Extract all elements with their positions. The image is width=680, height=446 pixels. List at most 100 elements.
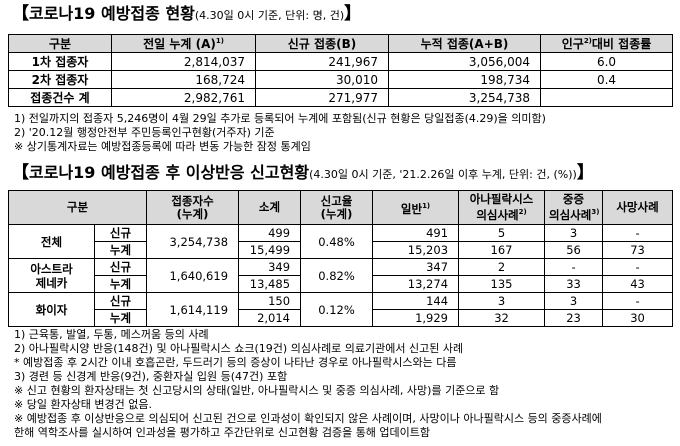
cell-serious: - xyxy=(544,258,604,276)
table-row: 화이자 신규 1,614,119 150 0.12% 144 3 3 - xyxy=(8,292,674,327)
note-line: ※ 신고 현황의 환자상태는 첫 신고당시의 상태(일반, 아나필락시스 및 중… xyxy=(14,384,500,397)
row-type: 신규 xyxy=(93,258,148,276)
row-type: 신규 xyxy=(93,224,148,242)
header-category: 구분 xyxy=(8,34,112,53)
table-header-row: 구분 접종자수 (누계) 소계 신고율 (누계) 일반1) 아나필락시스 의심사례2)… xyxy=(7,190,674,225)
header-report-rate: 신고율 (누계) xyxy=(300,190,374,225)
note-line: 1) 근육통, 발열, 두통, 메스꺼움 등의 사례 xyxy=(14,328,209,341)
row-type: 누계 xyxy=(93,275,148,293)
cell-serious: 56 xyxy=(544,241,604,259)
cell-anaphylaxis: 167 xyxy=(458,241,546,259)
cell-general: 1,929 xyxy=(372,309,460,327)
cell-general: 13,274 xyxy=(372,275,460,293)
note-line: 1) 전일까지의 접종자 5,246명이 4월 29일 추가로 등록되어 누계에… xyxy=(14,112,546,125)
cell-new: 30,010 xyxy=(255,70,389,89)
cell-general: 15,203 xyxy=(372,241,460,259)
title-subtitle: (4.30일 0시 기준, '21.2.26일 이후 누계, 단위: 건, (%… xyxy=(309,168,577,181)
title-subtitle: (4.30일 0시 기준, 단위: 명, 건) xyxy=(194,9,345,22)
cell-new: 241,967 xyxy=(255,52,389,71)
cell-anaphylaxis: 2 xyxy=(458,258,546,276)
table-row: 아스트라 제네카 신규 1,640,619 349 0.82% 347 2 - - xyxy=(8,258,674,293)
cell-rate: 0.12% xyxy=(300,292,374,327)
group-label-astrazeneca: 아스트라 제네카 xyxy=(8,258,95,293)
cell-death: - xyxy=(602,224,674,242)
row-type: 누계 xyxy=(93,241,148,259)
header-category: 구분 xyxy=(7,190,148,225)
row-label: 2차 접종자 xyxy=(8,70,112,89)
note-line: ※ 예방접종 후 이상반응으로 의심되어 신고된 건으로 인과성이 확인되지 않… xyxy=(14,412,602,425)
cell-cum: 198,734 xyxy=(388,70,541,89)
cell-vaccinated: 3,254,738 xyxy=(146,224,240,259)
header-vaccinated: 접종자수 (누계) xyxy=(146,190,240,225)
note-line: ※ 상기통계자료는 예방접종등록에 따라 변동 가능한 잠정 통계임 xyxy=(14,140,311,153)
table-row: 전체 신규 3,254,738 499 0.48% 491 5 3 - xyxy=(8,224,674,259)
cell-subtotal: 13,485 xyxy=(238,275,302,293)
note-line: ※ 당일 환자상태 변경건 없음. xyxy=(14,398,153,411)
title-vaccination-status: 【코로나19 예방접종 현황(4.30일 0시 기준, 단위: 명, 건)】 xyxy=(12,3,361,25)
cell-prev: 168,724 xyxy=(111,70,256,89)
header-serious: 중증 의심사례3) xyxy=(544,190,604,225)
title-main: 코로나19 예방접종 후 이상반응 신고현황 xyxy=(29,163,310,182)
note-line: 3) 경련 등 신경계 반응(9건), 중환자실 입원 등(47건) 포함 xyxy=(14,370,288,383)
row-label: 1차 접종자 xyxy=(8,52,112,71)
notes-adverse-events: 1) 근육통, 발열, 두통, 메스꺼움 등의 사례 2) 아나필락시양 반응(… xyxy=(14,328,602,440)
title-bracket-close: 】 xyxy=(344,4,362,24)
cell-general: 144 xyxy=(372,292,460,310)
cell-vaccinated: 1,614,119 xyxy=(146,292,240,327)
table-row: 누계 13,485 13,274 135 33 43 xyxy=(9,275,674,293)
cell-rate: 0.48% xyxy=(300,224,374,259)
table-row: 접종건수 계 2,982,761 271,977 3,254,738 xyxy=(8,88,673,107)
group-label-total: 전체 xyxy=(8,224,95,259)
header-subtotal: 소계 xyxy=(238,190,302,225)
table-header-row: 구분 전일 누계 (A)1) 신규 접종(B) 누적 접종(A+B) 인구2)대… xyxy=(8,34,673,53)
cell-general: 491 xyxy=(372,224,460,242)
cell-serious: 23 xyxy=(544,309,604,327)
note-line: 2) 아나필락시양 반응(148건) 및 아나필락시스 쇼크(19건) 의심사례… xyxy=(14,342,464,355)
cell-serious: 3 xyxy=(544,292,604,310)
cell-rate: 0.82% xyxy=(300,258,374,293)
header-prev-total: 전일 누계 (A)1) xyxy=(111,34,256,53)
cell-subtotal: 15,499 xyxy=(238,241,302,259)
header-death: 사망사례 xyxy=(602,190,674,225)
notes-vaccination: 1) 전일까지의 접종자 5,246명이 4월 29일 추가로 등록되어 누계에… xyxy=(14,112,546,154)
title-main: 코로나19 예방접종 현황 xyxy=(29,4,195,23)
cell-anaphylaxis: 32 xyxy=(458,309,546,327)
header-cumulative: 누적 접종(A+B) xyxy=(388,34,541,53)
cell-subtotal: 150 xyxy=(238,292,302,310)
cell-general: 347 xyxy=(372,258,460,276)
cell-death: 73 xyxy=(602,241,674,259)
cell-serious: 33 xyxy=(544,275,604,293)
title-adverse-events: 【코로나19 예방접종 후 이상반응 신고현황(4.30일 0시 기준, '21… xyxy=(12,162,594,184)
cell-anaphylaxis: 5 xyxy=(458,224,546,242)
table-row: 2차 접종자 168,724 30,010 198,734 0.4 xyxy=(8,70,673,89)
cell-subtotal: 349 xyxy=(238,258,302,276)
row-type: 누계 xyxy=(93,309,148,327)
cell-death: 43 xyxy=(602,275,674,293)
note-line: * 예방접종 후 2시간 이내 호흡곤란, 두드러기 등의 증상이 나타난 경우… xyxy=(14,356,457,369)
cell-rate: 0.4 xyxy=(540,70,673,89)
cell-death: - xyxy=(602,258,674,276)
row-type: 신규 xyxy=(93,292,148,310)
cell-subtotal: 499 xyxy=(238,224,302,242)
cell-death: - xyxy=(602,292,674,310)
cell-rate xyxy=(540,88,673,107)
cell-rate: 6.0 xyxy=(540,52,673,71)
group-label-pfizer: 화이자 xyxy=(8,292,95,327)
cell-subtotal: 2,014 xyxy=(238,309,302,327)
row-label: 접종건수 계 xyxy=(8,88,112,107)
table-row: 누계 2,014 1,929 32 23 30 xyxy=(9,309,674,327)
title-bracket-close: 】 xyxy=(576,163,594,183)
cell-serious: 3 xyxy=(544,224,604,242)
cell-cum: 3,254,738 xyxy=(388,88,541,107)
cell-cum: 3,056,004 xyxy=(388,52,541,71)
note-line: 한해 역학조사를 실시하여 인과성을 평가하고 주간단위로 신고현황 검증을 통… xyxy=(14,426,431,439)
vaccination-status-table: 구분 전일 누계 (A)1) 신규 접종(B) 누적 접종(A+B) 인구2)대… xyxy=(8,34,673,107)
table-row: 1차 접종자 2,814,037 241,967 3,056,004 6.0 xyxy=(8,52,673,71)
cell-death: 30 xyxy=(602,309,674,327)
cell-anaphylaxis: 135 xyxy=(458,275,546,293)
adverse-events-table: 구분 접종자수 (누계) 소계 신고율 (누계) 일반1) 아나필락시스 의심사례2)… xyxy=(7,190,674,327)
header-general: 일반1) xyxy=(372,190,460,225)
header-new: 신규 접종(B) xyxy=(255,34,389,53)
header-rate: 인구2)대비 접종률 xyxy=(540,34,673,53)
cell-prev: 2,814,037 xyxy=(111,52,256,71)
